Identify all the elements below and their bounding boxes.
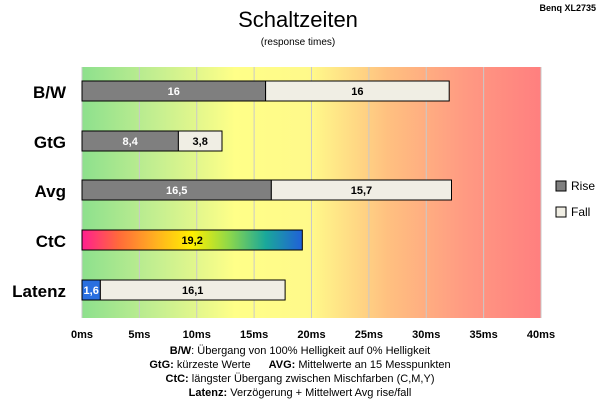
category-label: CtC — [36, 232, 66, 251]
legend: Rise Fall — [555, 179, 595, 219]
bars — [81, 80, 452, 301]
legend-label-fall: Fall — [571, 205, 590, 219]
x-tick-labels: 0ms 5ms 10ms 15ms 20ms 25ms 30ms 35ms 40ms — [71, 329, 555, 341]
category-labels: B/W GtG Avg CtC Latenz — [12, 83, 67, 301]
note-ctc-text: längster Übergang zwischen Mischfarben (… — [188, 373, 435, 385]
category-label: Latenz — [12, 282, 66, 301]
x-tick-label: 30ms — [412, 329, 440, 341]
note-ctc-key: CtC: — [165, 373, 189, 385]
category-label: Avg — [35, 182, 67, 201]
note-ctc: CtC: längster Übergang zwischen Mischfar… — [0, 372, 600, 386]
chart-title: Schaltzeiten — [238, 7, 358, 32]
note-latenz: Latenz: Verzögerung + Mittelwert Avg ris… — [0, 386, 600, 400]
note-gtg-avg: GtG: kürzeste Werte AVG: Mittelwerte an 1… — [0, 358, 600, 372]
ctc-value-label: 19,2 — [181, 235, 202, 247]
value-labels: 16 16 8,4 3,8 16,5 15,7 19,2 1,6 16,1 — [84, 86, 373, 297]
note-lat-key: Latenz: — [188, 387, 228, 399]
note-bw-key: B/W — [169, 345, 192, 357]
x-tick-label: 25ms — [355, 329, 383, 341]
rise-value-label: 16 — [168, 86, 180, 98]
x-tick-label: 20ms — [297, 329, 325, 341]
fall-value-label: 16,1 — [182, 285, 203, 297]
legend-swatch-fall — [555, 206, 567, 218]
chart-subtitle: (response times) — [261, 37, 335, 48]
x-tick-label: 40ms — [527, 329, 555, 341]
note-avg-key: AVG: — [268, 359, 296, 371]
fall-bar — [265, 80, 450, 102]
x-tick-label: 15ms — [240, 329, 268, 341]
x-tick-label: 35ms — [470, 329, 498, 341]
x-tick-label: 0ms — [71, 329, 93, 341]
fall-bar — [270, 179, 452, 201]
note-avg-text: Mittelwerte an 15 Messpunkten — [295, 359, 451, 371]
legend-swatch-rise — [555, 180, 567, 192]
chart-notes: B/W: Übergang von 100% Helligkeit auf 0%… — [0, 344, 600, 400]
category-label: B/W — [33, 83, 67, 102]
fall-value-label: 15,7 — [351, 185, 372, 197]
note-gtg-text: kürzeste Werte — [173, 359, 251, 371]
legend-label-rise: Rise — [571, 179, 595, 193]
rise-value-label: 16,5 — [166, 185, 187, 197]
rise-value-label: 1,6 — [84, 285, 99, 297]
fall-bar — [99, 279, 286, 301]
fall-value-label: 16 — [351, 86, 363, 98]
note-gtg-key: GtG: — [149, 359, 174, 371]
x-tick-label: 10ms — [183, 329, 211, 341]
note-bw-text: : Übergang von 100% Helligkeit auf 0% He… — [191, 345, 431, 357]
fall-value-label: 3,8 — [193, 136, 208, 148]
rise-value-label: 8,4 — [123, 136, 139, 148]
fall-bar — [177, 130, 223, 152]
category-label: GtG — [34, 133, 66, 152]
x-tick-label: 5ms — [128, 329, 150, 341]
corner-label: Benq XL2735 — [539, 3, 596, 13]
ctc-bar — [81, 229, 303, 251]
note-bw: B/W: Übergang von 100% Helligkeit auf 0%… — [0, 344, 600, 358]
note-lat-text: Verzögerung + Mittelwert Avg rise/fall — [227, 387, 412, 399]
